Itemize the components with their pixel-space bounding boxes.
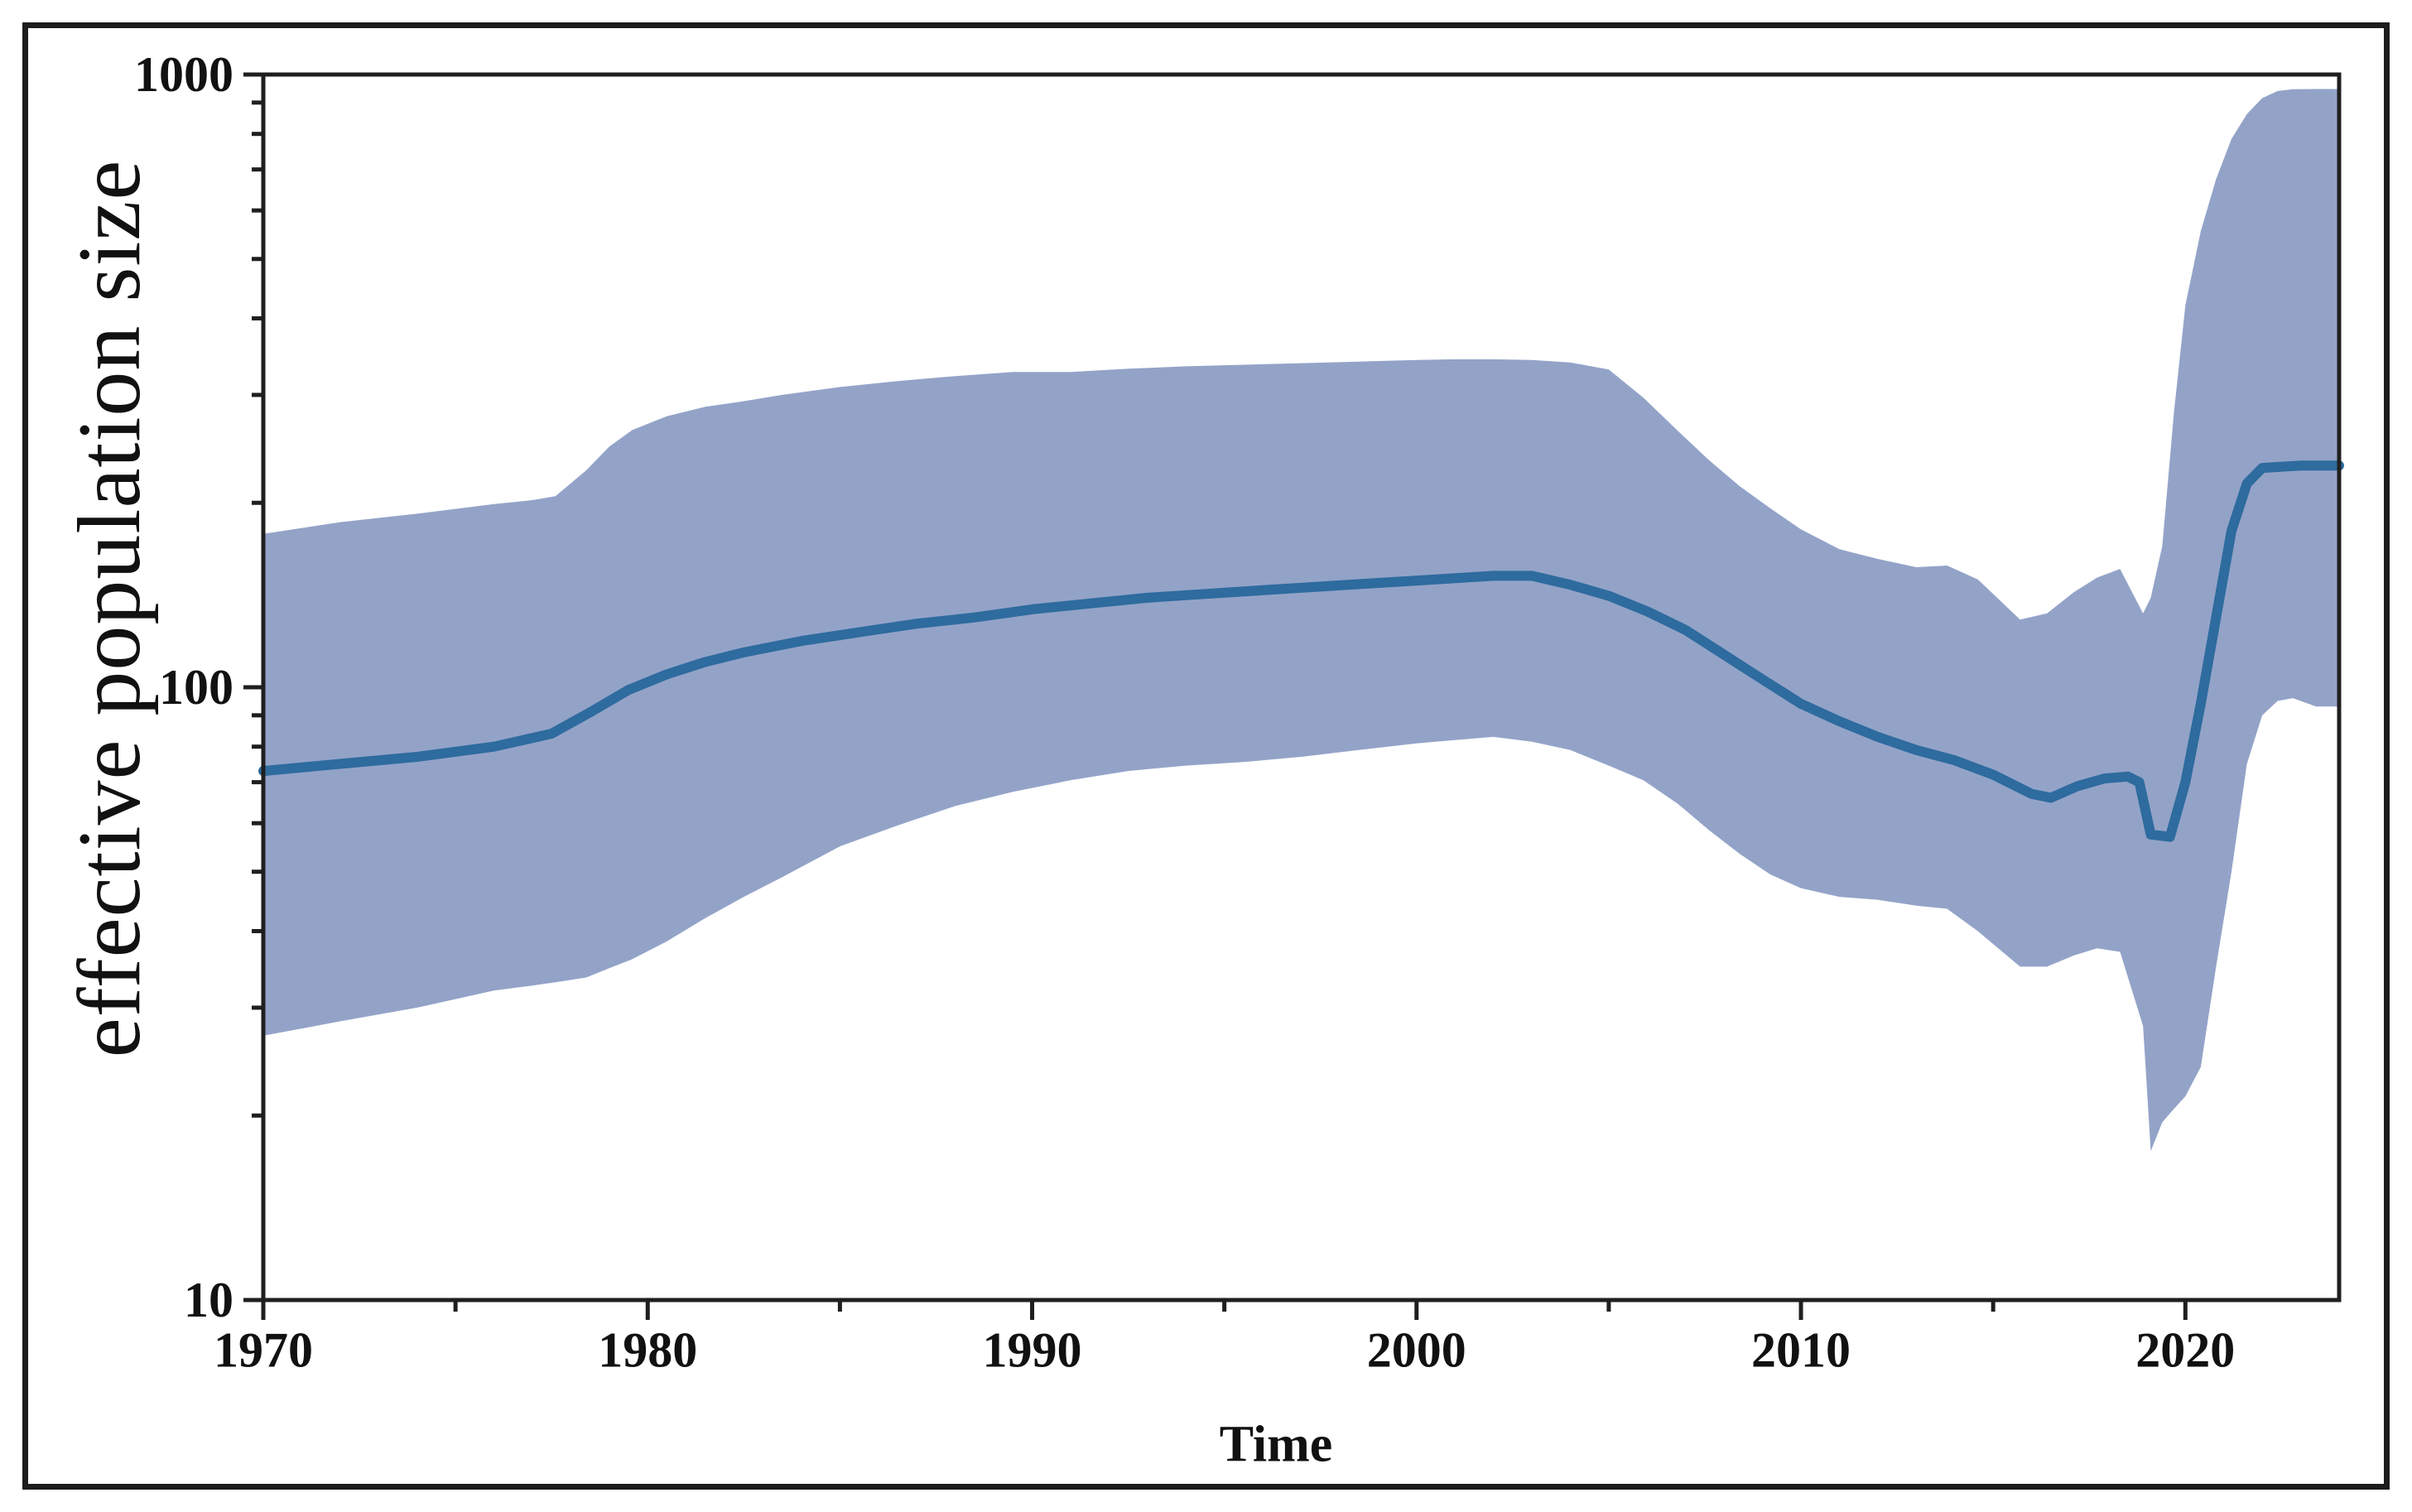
- credible-interval-band: [263, 89, 2339, 1152]
- y-tick-label: 10: [184, 1273, 233, 1327]
- x-tick-label: 1990: [983, 1322, 1082, 1377]
- y-tick-label: 100: [159, 660, 233, 715]
- y-axis-title: effective population size: [60, 159, 159, 1058]
- x-tick-label: 2000: [1367, 1322, 1466, 1377]
- x-tick-label: 1970: [214, 1322, 313, 1377]
- x-axis-title: Time: [1219, 1416, 1333, 1473]
- x-tick-label: 2010: [1751, 1322, 1851, 1377]
- x-tick-label: 1980: [598, 1322, 697, 1377]
- x-tick-label: 2020: [2135, 1322, 2235, 1377]
- y-tick-label: 1000: [134, 47, 233, 102]
- median-line: [258, 460, 2344, 842]
